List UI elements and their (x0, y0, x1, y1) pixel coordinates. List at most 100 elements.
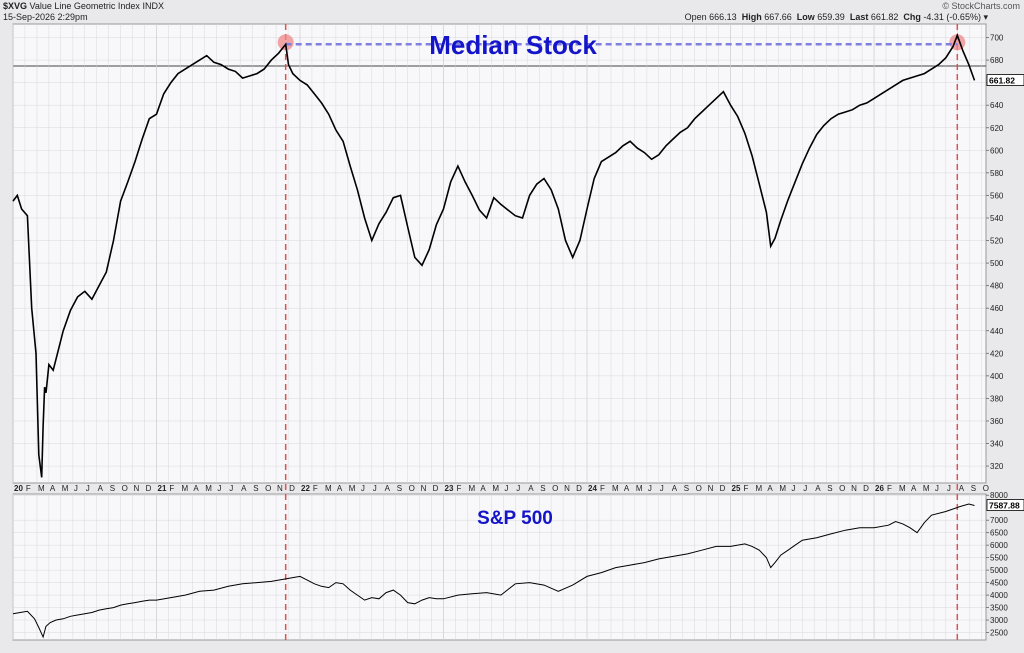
x-tick-label: M (923, 484, 930, 493)
x-tick-label: A (911, 484, 917, 493)
chg-label: Chg (903, 12, 921, 22)
x-tick-label: A (624, 484, 630, 493)
sp500-y-tick-label: 7000 (990, 516, 1008, 525)
sp500-price-line (12, 503, 975, 639)
median-y-tick-label: 420 (990, 349, 1004, 358)
median-y-tick-label: 580 (990, 169, 1004, 178)
median-y-tick-label: 600 (990, 146, 1004, 155)
x-tick-label: O (409, 484, 415, 493)
median-y-tick-label: 640 (990, 101, 1004, 110)
x-tick-label: M (899, 484, 906, 493)
source-watermark: © StockCharts.com (942, 1, 1020, 11)
x-tick-label: A (241, 484, 247, 493)
median-price-line (12, 32, 976, 478)
sp500-y-tick-label: 2500 (990, 629, 1008, 638)
grid-lines (12, 24, 986, 640)
sp500-last-value: 7587.88 (989, 501, 1020, 511)
median-y-tick-label: 400 (990, 372, 1004, 381)
x-tick-label: N (134, 484, 140, 493)
x-tick-label: O (696, 484, 702, 493)
median-y-tick-label: 320 (990, 462, 1004, 471)
low-label: Low (796, 12, 815, 22)
median-y-tick-label: 360 (990, 417, 1004, 426)
sp500-y-axis: 2500 3000 3500 4000 4500 5000 5500 6000 6500 7000… (986, 491, 1008, 638)
x-tick-label: 24 (588, 484, 597, 493)
open-label: Open (684, 12, 707, 22)
x-tick-label: S (684, 484, 689, 493)
x-axis: 20 F M A M J J A S O N D 21 F M A M J J A S O N D 22 F M A M J J A S O N D 2… (14, 484, 989, 493)
median-y-tick-label: 540 (990, 214, 1004, 223)
x-tick-label: M (612, 484, 619, 493)
median-y-tick-label: 460 (990, 304, 1004, 313)
x-tick-label: F (169, 484, 174, 493)
x-tick-label: M (636, 484, 643, 493)
x-tick-label: F (887, 484, 892, 493)
x-tick-label: N (277, 484, 283, 493)
high-value: 667.66 (764, 12, 792, 22)
x-tick-label: A (959, 484, 965, 493)
x-tick-label: J (74, 484, 78, 493)
sp500-y-tick-label: 6500 (990, 529, 1008, 538)
x-tick-label: 23 (445, 484, 454, 493)
median-y-tick-label: 340 (990, 440, 1004, 449)
median-y-tick-label: 700 (990, 34, 1004, 43)
x-tick-label: A (480, 484, 486, 493)
x-tick-label: O (122, 484, 128, 493)
median-title: Median Stock (429, 30, 597, 60)
x-tick-label: O (983, 484, 989, 493)
sp500-y-tick-label: 8000 (990, 491, 1008, 500)
x-tick-label: J (660, 484, 664, 493)
high-label: High (741, 12, 762, 22)
x-tick-label: J (86, 484, 90, 493)
x-tick-label: D (863, 484, 869, 493)
sp500-y-tick-label: 5000 (990, 566, 1008, 575)
median-panel (12, 23, 987, 484)
reference-markers (277, 24, 966, 640)
x-tick-label: F (600, 484, 605, 493)
median-y-tick-label: 680 (990, 56, 1004, 65)
x-tick-label: D (576, 484, 582, 493)
x-tick-label: M (205, 484, 212, 493)
x-tick-label: J (648, 484, 652, 493)
x-tick-label: N (421, 484, 427, 493)
x-tick-label: N (708, 484, 714, 493)
x-tick-label: O (552, 484, 558, 493)
x-tick-label: A (385, 484, 391, 493)
sp500-title: S&P 500 (477, 508, 553, 529)
index-name: Value Line Geometric Index (29, 1, 140, 11)
dropdown-icon[interactable]: ▾ (983, 12, 988, 22)
x-tick-label: A (672, 484, 678, 493)
last-value: 661.82 (870, 12, 899, 22)
x-tick-label: M (62, 484, 69, 493)
x-tick-label: F (456, 484, 461, 493)
x-tick-label: D (720, 484, 726, 493)
last-value-labels: 661.82 7587.88 (986, 74, 1024, 511)
sp500-panel (12, 493, 987, 641)
x-tick-label: D (433, 484, 439, 493)
x-tick-label: O (265, 484, 271, 493)
x-tick-label: J (803, 484, 807, 493)
x-tick-label: D (146, 484, 152, 493)
x-tick-label: M (325, 484, 332, 493)
x-tick-label: S (110, 484, 115, 493)
x-tick-label: M (492, 484, 499, 493)
x-tick-label: J (947, 484, 951, 493)
x-tick-label: M (779, 484, 786, 493)
x-tick-label: 22 (301, 484, 310, 493)
x-tick-label: A (193, 484, 199, 493)
x-tick-label: A (767, 484, 773, 493)
sp500-y-tick-label: 3000 (990, 616, 1008, 625)
median-last-value-box (986, 74, 1024, 86)
median-y-tick-label: 520 (990, 237, 1004, 246)
median-y-tick-label: 380 (990, 394, 1004, 403)
header-title-line: $XVG Value Line Geometric Index INDX (3, 1, 164, 11)
x-tick-label: J (935, 484, 939, 493)
x-tick-label: S (827, 484, 832, 493)
median-y-tick-label: 500 (990, 259, 1004, 268)
x-tick-label: N (564, 484, 570, 493)
x-tick-label: 26 (875, 484, 884, 493)
sp500-y-tick-label: 3500 (990, 604, 1008, 613)
median-last-value: 661.82 (989, 76, 1015, 86)
